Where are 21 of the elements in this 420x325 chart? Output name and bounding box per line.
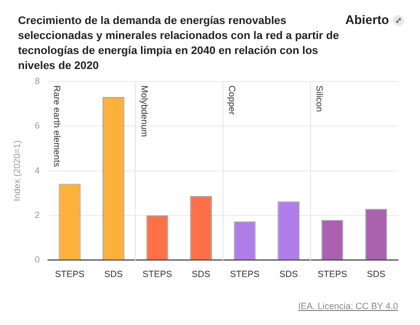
annotation: Rare earth elements <box>52 85 62 168</box>
x-tick-label: SDS <box>279 269 298 280</box>
annotation: Copper <box>226 85 237 115</box>
annotation: Molybdenum <box>139 85 150 137</box>
x-tick-label: STEPS <box>142 269 172 280</box>
x-tick-label: SDS <box>366 269 386 280</box>
y-tick-label: 4 <box>34 165 40 176</box>
x-tick-label: STEPS <box>318 269 348 280</box>
y-axis-title: Index (2020=1) <box>12 140 22 202</box>
annotation: Silicon <box>314 85 324 112</box>
chart-title: Crecimiento de la demanda de energías renovables seleccionadas y minerales relacionados con la red a partir de tecnologías de energía limpia en 2040 en relación con los niveles de 2020 <box>18 15 339 72</box>
x-tick-label: SDS <box>192 269 210 280</box>
x-tick-label: SDS <box>104 269 123 280</box>
text: Abierto <box>345 13 389 27</box>
y-tick-label: 0 <box>34 254 40 265</box>
y-tick-label: 2 <box>34 210 40 220</box>
y-tick-label: 6 <box>34 120 40 131</box>
x-tick-label: STEPS <box>230 269 260 280</box>
x-tick-label: STEPS <box>54 269 84 280</box>
text: IEA. Licencia: CC BY 4.0 <box>298 301 398 311</box>
y-tick-label: 8 <box>34 76 40 86</box>
